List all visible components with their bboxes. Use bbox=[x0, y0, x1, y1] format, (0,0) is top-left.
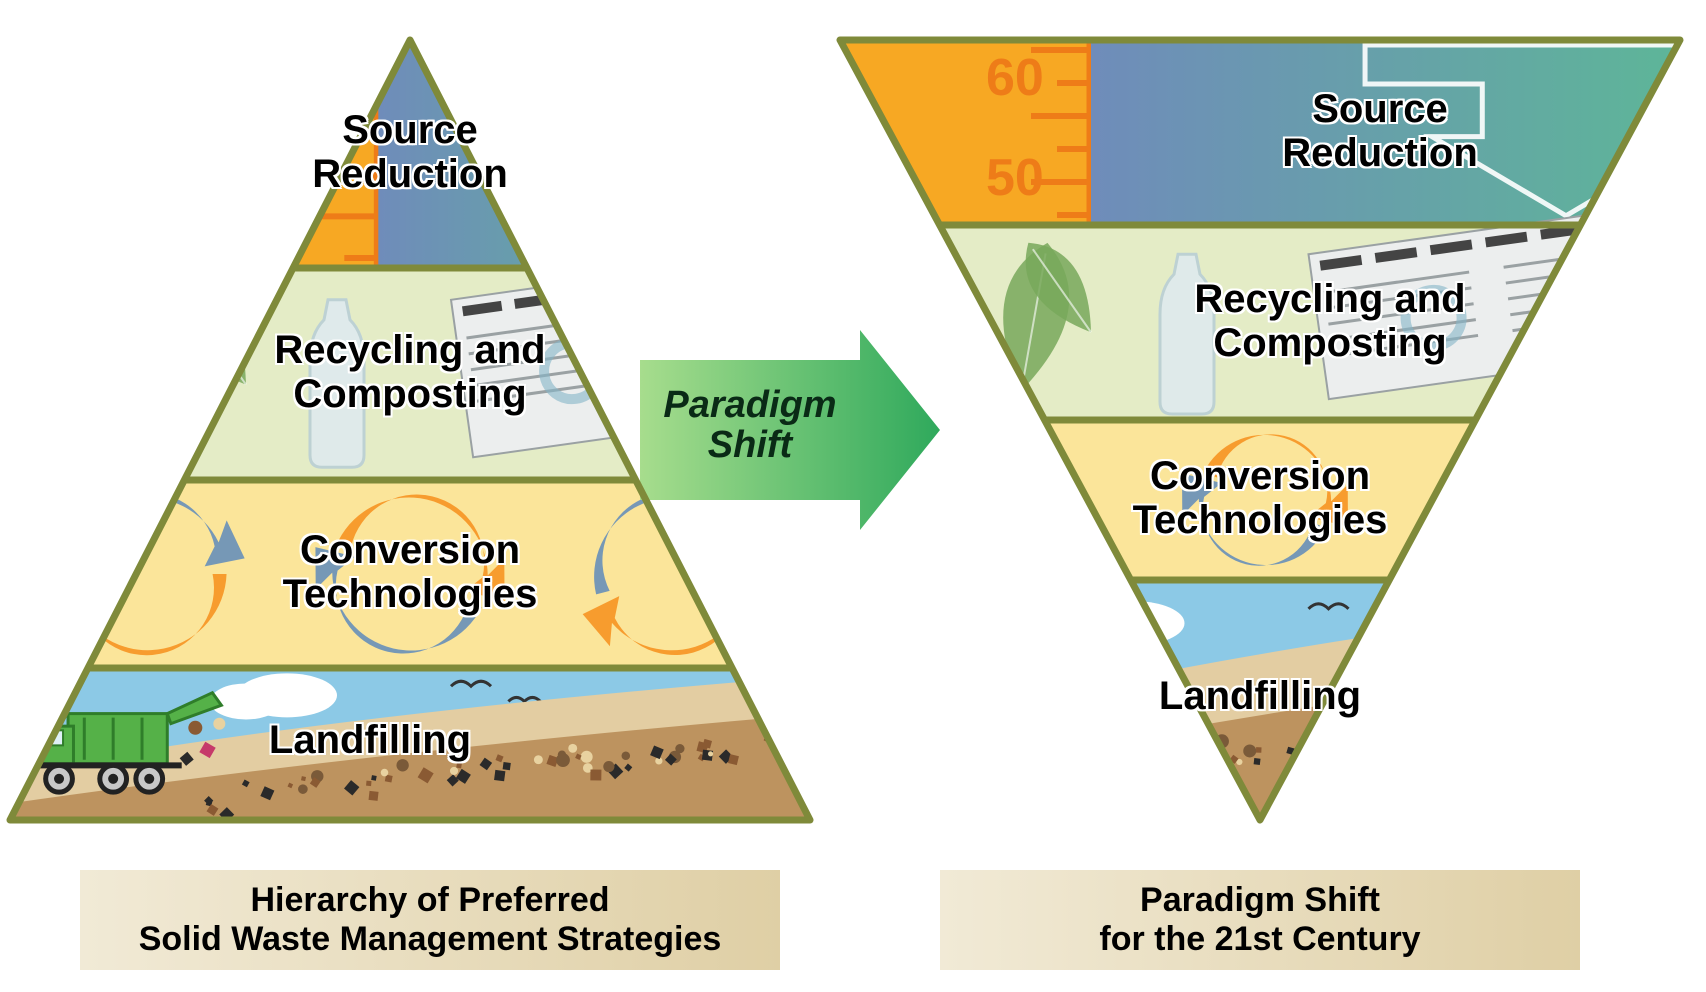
right-landfill-label: Landfilling bbox=[1050, 674, 1470, 718]
caption-right: Paradigm Shiftfor the 21st Century bbox=[940, 870, 1580, 970]
svg-text:50: 50 bbox=[986, 149, 1044, 207]
left-landfill-label: Landfilling bbox=[160, 718, 580, 762]
shift-line1: Paradigm bbox=[663, 384, 836, 426]
right-convert-label: ConversionTechnologies bbox=[1050, 454, 1470, 542]
caption-left: Hierarchy of PreferredSolid Waste Manage… bbox=[80, 870, 780, 970]
stage: 60 50 SourceReduction Recycling andCompost… bbox=[0, 0, 1706, 992]
right-recycle-label: Recycling andComposting bbox=[1120, 277, 1540, 365]
left-source-label: SourceReduction bbox=[200, 108, 620, 196]
left-convert-label: ConversionTechnologies bbox=[200, 528, 620, 616]
left-recycle-label: Recycling andComposting bbox=[200, 328, 620, 416]
svg-text:60: 60 bbox=[986, 49, 1044, 107]
shift-line2: Shift bbox=[708, 424, 792, 466]
paradigm-shift-label: ParadigmShift bbox=[640, 386, 860, 466]
right-source-label: SourceReduction bbox=[1170, 87, 1590, 175]
